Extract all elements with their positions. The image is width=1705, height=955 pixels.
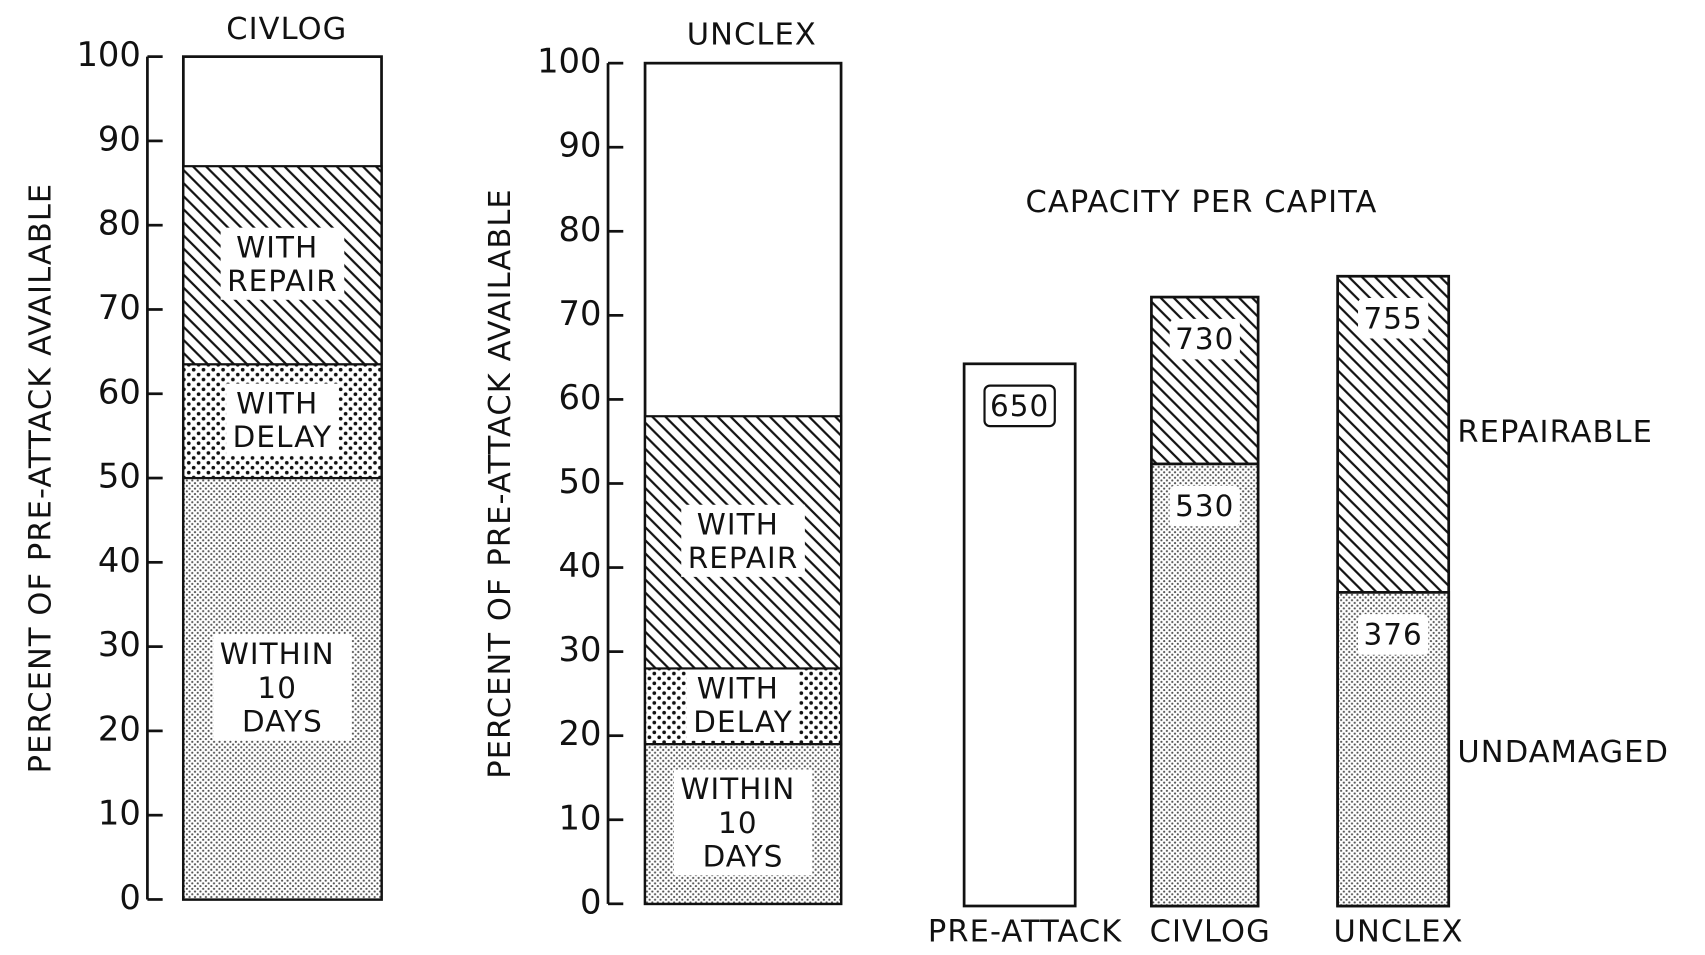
value-label: 755 (1363, 301, 1422, 335)
segment-label: WITH DELAY (233, 386, 332, 454)
y-tick-label: 70 (98, 288, 141, 327)
y-tick-label: 100 (537, 42, 601, 81)
segment-label-box (681, 504, 805, 577)
y-tick-label: 30 (559, 630, 602, 669)
y-tick-label: 100 (76, 35, 140, 74)
y-tick-label: 50 (98, 457, 141, 496)
segment-label-box (686, 668, 800, 741)
y-tick-label: 70 (559, 294, 602, 333)
segment-label: WITHIN 10 DAYS (220, 636, 345, 738)
segment-label: WITHIN 10 DAYS (680, 772, 805, 874)
chart-title: CIVLOG (226, 12, 347, 47)
value-label-box (1169, 318, 1240, 360)
legend-label: REPAIRABLE (1457, 415, 1653, 450)
segment-label-box (220, 227, 345, 300)
y-tick-label: 20 (559, 714, 602, 753)
y-tick-label: 40 (98, 541, 141, 580)
y-tick-label: 30 (98, 625, 141, 664)
segment-label: WITH REPAIR (227, 230, 338, 298)
y-tick-label: 90 (559, 126, 602, 165)
value-label-box (1358, 614, 1429, 655)
segment-label: WITH DELAY (693, 671, 792, 739)
legend-label: UNDAMAGED (1457, 735, 1669, 770)
y-tick-label: 60 (559, 378, 602, 417)
value-label: 530 (1175, 489, 1234, 523)
y-tick-label: 80 (559, 210, 602, 249)
segment-label-box (673, 769, 813, 876)
y-tick-label: 20 (98, 709, 141, 748)
value-label-box (983, 384, 1056, 428)
value-label-box (1169, 485, 1240, 527)
value-label-box (1358, 298, 1429, 339)
segment-label-box (226, 383, 339, 456)
segment-label: WITH REPAIR (688, 507, 799, 575)
y-tick-label: 0 (119, 878, 140, 917)
chart-title: UNCLEX (687, 17, 817, 52)
segment-label-box (213, 634, 352, 741)
y-tick-label: 60 (98, 372, 141, 411)
value-label: 650 (990, 389, 1049, 423)
y-tick-label: 10 (559, 798, 602, 837)
y-tick-label: 90 (98, 119, 141, 158)
y-tick-label: 40 (559, 546, 602, 585)
value-label: 376 (1363, 617, 1422, 651)
y-tick-label: 10 (98, 794, 141, 833)
value-label: 730 (1175, 322, 1234, 356)
bar (962, 362, 1077, 908)
x-tick-label: CIVLOG (1150, 915, 1271, 950)
y-tick-label: 80 (98, 204, 141, 243)
bar (1150, 462, 1260, 908)
y-tick-label: 50 (559, 462, 602, 501)
x-tick-label: UNCLEX (1334, 915, 1464, 950)
y-axis-label: PERCENT OF PRE-ATTACK AVAILABLE (483, 188, 518, 779)
x-tick-label: PRE-ATTACK (928, 915, 1122, 950)
y-tick-label: 0 (580, 882, 601, 921)
y-axis-label: PERCENT OF PRE-ATTACK AVAILABLE (23, 183, 58, 774)
chart-title: CAPACITY PER CAPITA (1026, 185, 1378, 220)
